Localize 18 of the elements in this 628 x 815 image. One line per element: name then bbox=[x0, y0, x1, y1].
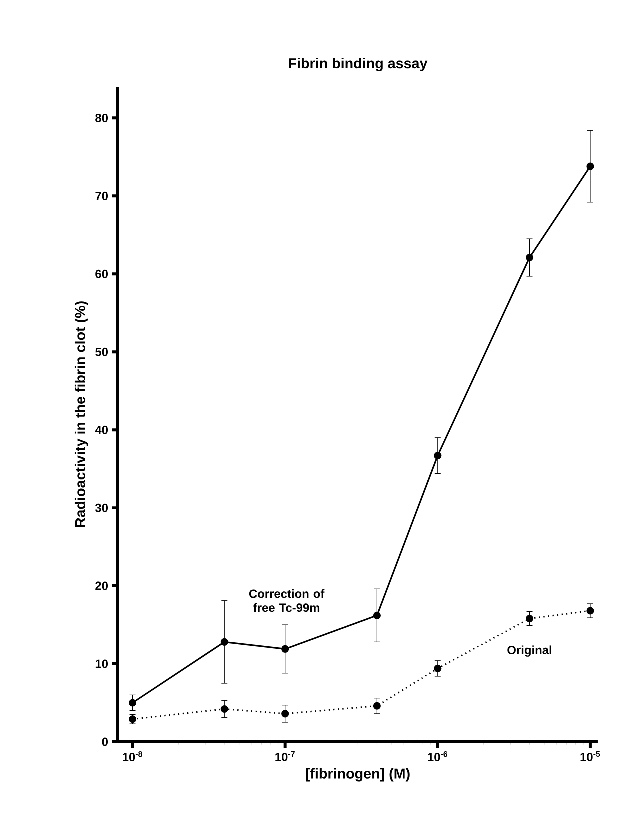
series-label: Correction of free Tc-99m bbox=[249, 589, 325, 612]
y-axis-title: Radioactivity in the fibrin clot (%) bbox=[74, 302, 88, 528]
x-tick-label: 10$^{-5}$ bbox=[580, 751, 600, 762]
y-tick-label: 50 bbox=[96, 348, 108, 356]
series-label: Original bbox=[508, 646, 552, 657]
y-tick-label: 30 bbox=[95, 504, 108, 512]
y-tick-label: 40 bbox=[95, 426, 108, 434]
chart-title: Fibrin binding assay bbox=[289, 58, 428, 72]
x-tick-label: 10$^{-8}$ bbox=[123, 751, 142, 762]
x-tick-label: 10$^{-7}$ bbox=[276, 751, 295, 762]
y-tick-label: 20 bbox=[96, 582, 108, 590]
y-tick-label: 60 bbox=[96, 270, 108, 278]
x-axis-title: [fibrinogen] (M) bbox=[306, 768, 410, 782]
y-tick-label: 80 bbox=[96, 114, 108, 122]
y-tick-label: 10 bbox=[96, 660, 108, 668]
y-tick-label: 0 bbox=[102, 738, 108, 746]
x-tick-label: 10$^{-6}$ bbox=[428, 751, 448, 762]
y-tick-label: 70 bbox=[96, 192, 108, 200]
